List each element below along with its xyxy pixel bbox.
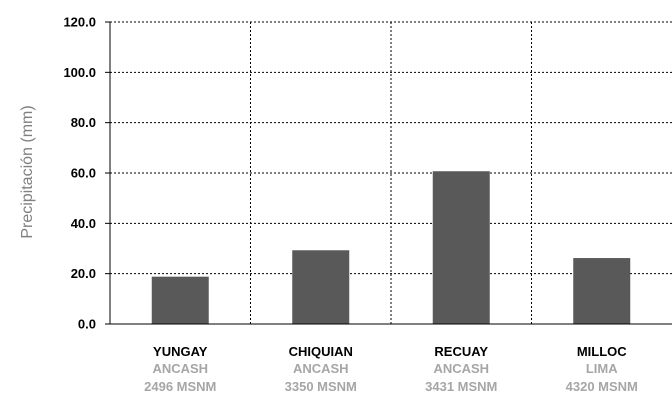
axes — [105, 21, 672, 325]
y-tick-label: 20.0 — [71, 266, 96, 281]
x-tick-label-name: RECUAY — [434, 344, 488, 359]
x-tick-label-region: LIMA — [586, 361, 618, 376]
x-tick-label-altitude: 2496 MSNM — [144, 379, 216, 394]
x-tick-label-altitude: 3350 MSNM — [285, 379, 357, 394]
y-tick-label: 100.0 — [63, 65, 96, 80]
y-tick-labels: 0.0 20.0 40.0 60.0 80.0 100.0 120.0 — [63, 15, 96, 332]
x-tick-labels: YUNGAY ANCASH 2496 MSNM CHIQUIAN ANCASH 3350 … — [144, 344, 638, 394]
y-tick-label: 60.0 — [71, 166, 96, 181]
y-tick-label: 0.0 — [78, 317, 96, 332]
bar-milloc — [573, 258, 631, 324]
y-tick-label: 40.0 — [71, 216, 96, 231]
y-tick-label: 80.0 — [71, 115, 96, 130]
x-tick-label-region: ANCASH — [433, 361, 489, 376]
x-tick-label-name: YUNGAY — [153, 344, 208, 359]
bar-recuay — [432, 171, 490, 324]
bar-yungay — [151, 276, 209, 324]
x-tick-label-region: ANCASH — [293, 361, 349, 376]
x-tick-label-name: MILLOC — [577, 344, 627, 359]
x-tick-label-altitude: 3431 MSNM — [425, 379, 497, 394]
x-tick-label-altitude: 4320 MSNM — [566, 379, 638, 394]
x-tick-label-name: CHIQUIAN — [289, 344, 353, 359]
bars — [151, 171, 631, 324]
bar-chiquian — [292, 250, 350, 324]
x-tick-label-region: ANCASH — [152, 361, 208, 376]
y-axis-label: Precipitación (mm) — [19, 105, 36, 238]
y-tick-label: 120.0 — [63, 15, 96, 30]
